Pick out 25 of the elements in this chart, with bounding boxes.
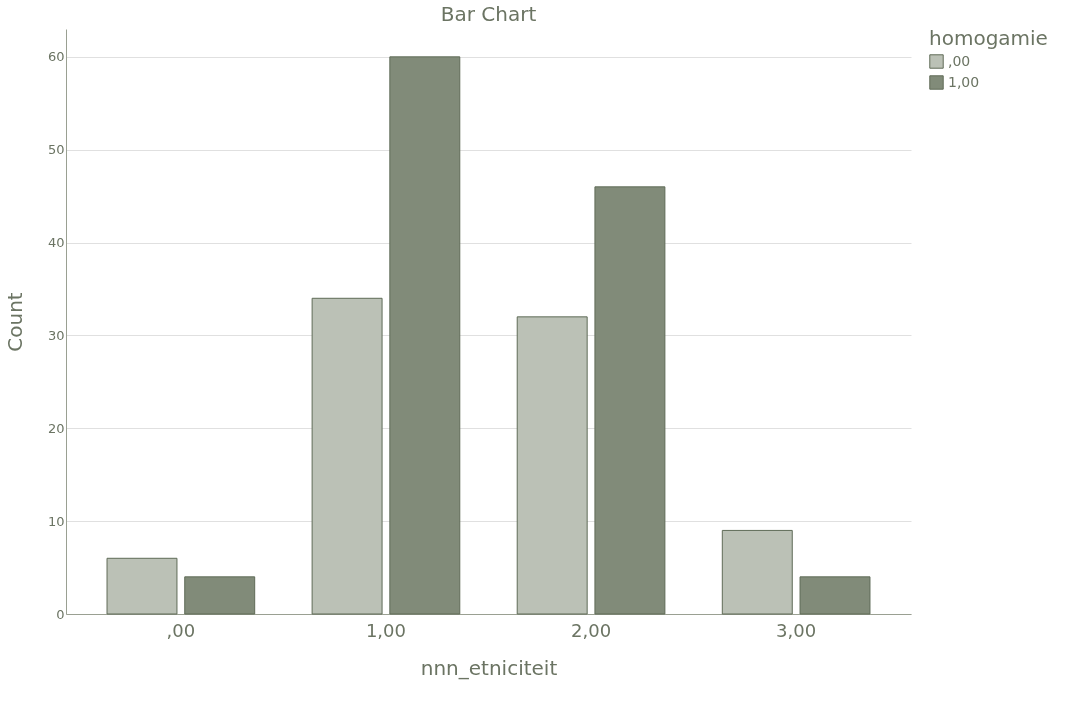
legend-title: homogamie bbox=[929, 26, 1048, 50]
bar bbox=[594, 186, 666, 615]
y-tick-label: 0 bbox=[56, 606, 65, 622]
y-axis-title: Count bbox=[2, 292, 27, 352]
bar bbox=[106, 557, 178, 615]
legend-label: 1,00 bbox=[948, 73, 980, 90]
x-tick-label: 3,00 bbox=[776, 619, 817, 641]
bar bbox=[516, 316, 588, 615]
x-tick-label: ,00 bbox=[166, 619, 196, 641]
x-axis-title: nnn_etniciteit bbox=[420, 655, 558, 680]
bar bbox=[799, 576, 871, 615]
y-tick-label: 60 bbox=[47, 49, 65, 65]
y-tick-label: 20 bbox=[47, 420, 65, 436]
y-tick-label: 10 bbox=[47, 513, 65, 529]
y-tick-label: 40 bbox=[47, 235, 65, 251]
y-tick-label: 50 bbox=[47, 142, 65, 158]
bar bbox=[389, 56, 461, 615]
x-tick-label: 2,00 bbox=[571, 619, 612, 641]
y-tick-label: 30 bbox=[47, 327, 65, 343]
bar bbox=[311, 297, 383, 615]
chart-title: Bar Chart bbox=[440, 2, 537, 26]
bar bbox=[721, 529, 793, 615]
bar bbox=[184, 576, 256, 615]
legend-label: ,00 bbox=[948, 52, 971, 69]
x-tick-label: 1,00 bbox=[365, 619, 406, 641]
